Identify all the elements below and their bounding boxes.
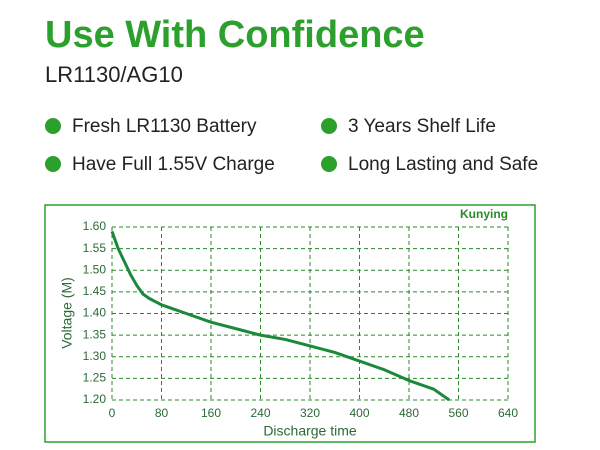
feature: 3 Years Shelf Life	[348, 116, 496, 137]
y-tick-label: 1.50	[83, 262, 107, 276]
y-tick-label: 1.55	[83, 241, 107, 255]
data-line	[110, 230, 451, 402]
feature: Have Full 1.55V Charge	[72, 154, 275, 175]
y-tick-label: 1.35	[83, 327, 107, 341]
bullet	[45, 118, 61, 134]
y-tick-label: 1.20	[83, 392, 107, 406]
x-tick-label: 0	[109, 406, 116, 420]
x-tick-label: 160	[201, 406, 221, 420]
y-tick-label: 1.45	[83, 284, 107, 298]
x-tick-label: 240	[250, 406, 270, 420]
x-axis-label: Discharge time	[263, 423, 357, 439]
title: Use With Confidence	[45, 14, 425, 56]
y-tick-label: 1.25	[83, 371, 107, 385]
feature: Fresh LR1130 Battery	[72, 116, 257, 137]
x-tick-label: 400	[349, 406, 369, 420]
x-tick-label: 560	[448, 406, 468, 420]
x-tick-label: 320	[300, 406, 320, 420]
bullet	[321, 118, 337, 134]
subtitle: LR1130/AG10	[45, 62, 183, 87]
x-tick-label: 80	[155, 406, 169, 420]
y-axis-label: Voltage (M)	[59, 277, 75, 349]
x-tick-label: 480	[399, 406, 419, 420]
bullet	[321, 156, 337, 172]
feature: Long Lasting and Safe	[348, 154, 538, 175]
brand: Kunying	[460, 207, 508, 221]
chart-frame	[44, 204, 536, 443]
bullet	[45, 156, 61, 172]
x-tick-label: 640	[498, 406, 518, 420]
y-tick-label: 1.40	[83, 306, 107, 320]
y-tick-label: 1.30	[83, 349, 107, 363]
y-tick-label: 1.60	[83, 219, 107, 233]
